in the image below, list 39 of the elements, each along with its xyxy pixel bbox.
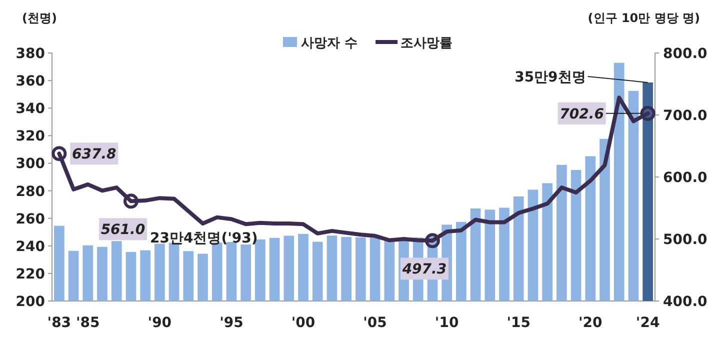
x-tick-label: '24 — [636, 315, 660, 331]
x-tick-label: '15 — [506, 315, 530, 331]
y-tick-label: 360 — [16, 74, 46, 90]
y2-tick-label: 700.0 — [663, 108, 708, 124]
x-tick-label: '00 — [291, 315, 316, 331]
annotation: 35만9천명 — [514, 69, 586, 86]
y-axis-title: (천명) — [22, 11, 57, 25]
y2-tick-label: 500.0 — [663, 232, 708, 248]
x-tick-label: '20 — [578, 315, 603, 331]
x-tick-label: '85 — [76, 315, 100, 331]
y2-tick-label: 600.0 — [663, 170, 708, 186]
y-tick-label: 220 — [16, 266, 46, 282]
y-tick-label: 380 — [16, 46, 46, 62]
y-tick-label: 320 — [16, 128, 46, 145]
y-tick-label: 240 — [16, 238, 46, 255]
y-tick-label: 260 — [16, 211, 46, 228]
legend-label: 사망자 수 — [301, 36, 358, 51]
point — [123, 194, 138, 209]
y2-tick-label: 400.0 — [663, 294, 708, 310]
x-tick-label: '83 — [47, 315, 72, 331]
y-tick-label: 340 — [16, 101, 46, 118]
data-label: 497.3 — [401, 262, 447, 278]
point — [640, 106, 656, 121]
y-tick-label: 200 — [16, 294, 46, 310]
x-tick-label: '95 — [220, 315, 244, 331]
annotation: 23만4천명('93) — [150, 230, 258, 247]
data-label: 637.8 — [72, 146, 117, 163]
point — [52, 146, 67, 162]
x-tick-label: '05 — [363, 315, 387, 331]
point — [424, 233, 440, 248]
legend-label: 조사망률 — [400, 36, 453, 51]
y2-tick-label: 800.0 — [663, 46, 708, 62]
data-label: 702.6 — [560, 106, 604, 122]
data-label: 561.0 — [100, 222, 146, 238]
x-tick-label: '90 — [148, 315, 172, 331]
y-tick-label: 300 — [16, 156, 46, 172]
y-tick-label: 280 — [16, 184, 46, 200]
y2-axis-title: (인구 10만 명당 명) — [588, 11, 700, 25]
x-tick-label: '10 — [434, 315, 459, 331]
